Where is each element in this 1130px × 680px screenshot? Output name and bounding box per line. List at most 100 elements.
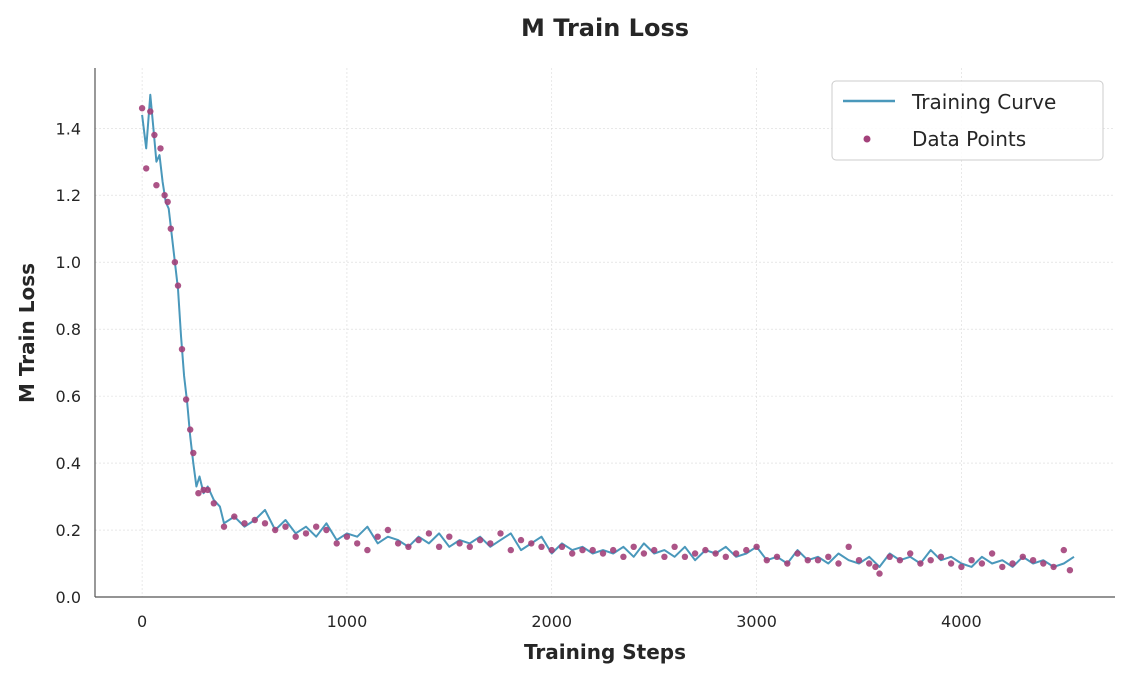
data-point xyxy=(161,192,168,199)
data-point xyxy=(753,543,760,550)
data-point xyxy=(907,550,914,557)
data-point xyxy=(1050,563,1057,571)
legend-label-training-curve: Training Curve xyxy=(911,90,1056,114)
data-point xyxy=(272,526,279,534)
data-point xyxy=(313,523,320,530)
line-layer xyxy=(141,93,1075,568)
data-point xyxy=(691,550,699,557)
data-point xyxy=(917,560,924,567)
data-point xyxy=(446,533,453,540)
data-point xyxy=(835,560,842,567)
data-point xyxy=(425,530,433,537)
data-point xyxy=(466,543,473,550)
x-ticks: 0 1000 2000 3000 4000 xyxy=(137,612,982,631)
data-point xyxy=(978,560,986,567)
y-tick-label-5: 1.0 xyxy=(56,253,81,272)
data-point xyxy=(958,563,965,571)
data-point xyxy=(814,557,822,564)
data-point xyxy=(558,543,566,550)
data-point xyxy=(872,563,879,571)
x-tick-label-0: 0 xyxy=(137,612,147,631)
data-point xyxy=(138,105,146,112)
data-point xyxy=(497,530,504,537)
data-point xyxy=(610,546,617,554)
y-tick-label-1: 0.2 xyxy=(56,521,81,540)
data-point xyxy=(220,523,228,530)
legend-label-data-points: Data Points xyxy=(912,127,1026,151)
data-point xyxy=(210,500,217,507)
data-point xyxy=(671,543,678,550)
data-point xyxy=(804,557,811,564)
data-point xyxy=(507,546,514,554)
points-layer xyxy=(138,105,1074,577)
data-point xyxy=(1029,557,1037,564)
legend: Training Curve Data Points xyxy=(831,80,1104,161)
data-point xyxy=(302,530,310,537)
data-point xyxy=(743,546,750,554)
data-point xyxy=(548,546,555,554)
data-point xyxy=(151,131,158,139)
data-point xyxy=(589,546,596,554)
data-point xyxy=(178,346,186,353)
data-point xyxy=(415,536,422,544)
data-point xyxy=(937,553,945,560)
data-point xyxy=(231,513,238,520)
data-point xyxy=(661,553,668,560)
data-point xyxy=(261,520,269,527)
data-point xyxy=(681,553,689,560)
data-point xyxy=(640,550,648,557)
data-point xyxy=(651,546,658,554)
data-point xyxy=(763,557,770,564)
data-point xyxy=(195,490,202,497)
x-tick-label-3: 3000 xyxy=(736,612,777,631)
data-point xyxy=(927,557,934,564)
data-point xyxy=(282,523,289,530)
data-point xyxy=(538,543,545,550)
data-point xyxy=(157,145,164,152)
data-point xyxy=(241,520,248,527)
data-point xyxy=(722,553,729,560)
data-point xyxy=(855,557,863,564)
data-point xyxy=(171,259,179,266)
data-point xyxy=(204,486,211,494)
data-point xyxy=(630,543,637,550)
x-tick-label-4: 4000 xyxy=(941,612,982,631)
data-point xyxy=(825,553,832,560)
data-point xyxy=(794,550,801,557)
data-point xyxy=(896,557,904,564)
data-point xyxy=(784,560,791,567)
data-point xyxy=(886,553,893,560)
data-point xyxy=(164,198,171,206)
data-point xyxy=(153,182,160,189)
data-point xyxy=(702,546,709,554)
y-tick-label-2: 0.4 xyxy=(56,454,81,473)
data-point xyxy=(1066,567,1074,574)
data-point xyxy=(251,516,258,524)
data-point xyxy=(174,282,182,289)
data-point xyxy=(947,560,955,567)
data-point xyxy=(292,533,299,540)
data-point xyxy=(147,108,154,115)
y-tick-label-6: 1.2 xyxy=(56,186,81,205)
training-curve-line xyxy=(141,93,1075,568)
data-point xyxy=(1019,553,1026,560)
data-point xyxy=(343,533,351,540)
data-point xyxy=(1009,560,1016,567)
data-point xyxy=(988,550,996,557)
data-point xyxy=(1040,560,1047,567)
y-tick-label-3: 0.6 xyxy=(56,387,81,406)
data-point xyxy=(1060,546,1068,554)
data-point xyxy=(384,526,392,534)
x-tick-label-1: 1000 xyxy=(327,612,368,631)
data-point xyxy=(354,540,361,547)
data-point xyxy=(968,557,975,564)
x-axis-label: Training Steps xyxy=(524,640,686,664)
data-point xyxy=(187,426,194,433)
legend-box xyxy=(831,80,1104,161)
y-tick-label-7: 1.4 xyxy=(56,119,81,138)
y-ticks: 0.0 0.2 0.4 0.6 0.8 1.0 1.2 1.4 xyxy=(56,119,81,607)
data-point xyxy=(143,165,150,172)
data-point xyxy=(876,570,883,577)
data-point xyxy=(182,396,190,403)
